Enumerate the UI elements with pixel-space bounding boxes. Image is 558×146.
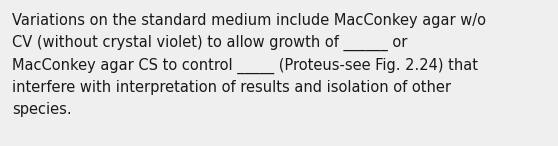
Text: Variations on the standard medium include MacConkey agar w/o
CV (without crystal: Variations on the standard medium includ… xyxy=(12,13,486,117)
